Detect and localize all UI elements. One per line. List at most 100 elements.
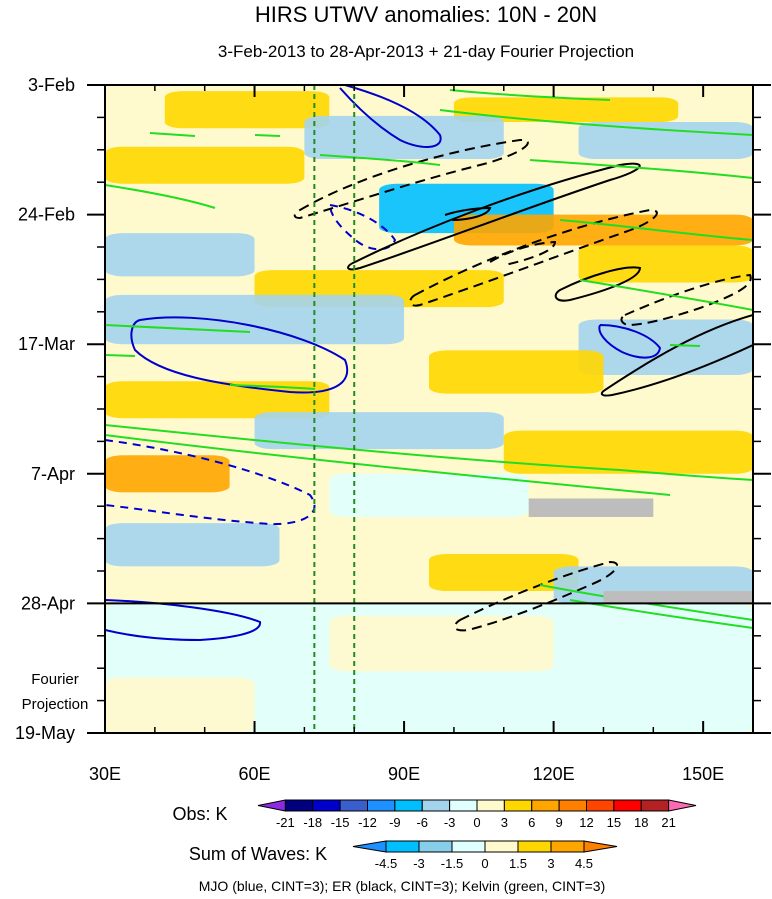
x-tick-label: 60E <box>239 764 271 784</box>
colorbar-tick-label: 3 <box>501 815 508 830</box>
y-axis: 3-Feb 24-Feb 17-Mar 7-Apr 28-Apr 19-May <box>15 75 771 743</box>
waves-colorbar-labels: -4.5 -3 -1.5 0 1.5 3 4.5 <box>375 856 593 871</box>
anomaly-band <box>105 294 405 345</box>
anomaly-band <box>105 677 255 733</box>
kelvin-contour <box>559 219 753 241</box>
y-tick-label: 19-May <box>15 723 75 743</box>
kelvin-contour <box>105 354 136 357</box>
colorbar-swatch <box>484 840 519 853</box>
kelvin-contour <box>669 344 701 347</box>
colorbar-swatch <box>367 799 396 812</box>
kelvin-contour <box>105 434 671 496</box>
kelvin-contour <box>229 384 316 390</box>
colorbar-swatch <box>476 799 505 812</box>
kelvin-contour <box>105 324 251 333</box>
mjo-contour <box>105 599 261 642</box>
kelvin-contour <box>105 184 216 209</box>
colorbar-tick-label: 4.5 <box>575 856 593 871</box>
x-tick-label: 90E <box>388 764 420 784</box>
y-minor-ticks <box>97 116 761 702</box>
kelvin-contour <box>449 89 611 101</box>
y-tick-label: 17-Mar <box>18 334 75 354</box>
colorbar-swatch <box>583 840 618 853</box>
er-contour <box>600 313 753 397</box>
anomaly-band <box>453 97 679 123</box>
anomaly-band <box>578 319 753 376</box>
colorbar-tick-label: -1.5 <box>441 856 463 871</box>
anomaly-band <box>254 412 504 450</box>
reference-lines <box>313 85 356 733</box>
anomaly-band <box>105 233 255 277</box>
colorbar-tick-label: 0 <box>473 815 480 830</box>
kelvin-contour <box>539 584 753 621</box>
waves-colorbar-label: Sum of Waves: K <box>189 844 327 864</box>
colorbar-swatch <box>517 840 552 853</box>
colorbar-swatch <box>339 799 368 812</box>
colorbar-tick-label: 18 <box>634 815 648 830</box>
mjo-contour <box>130 316 348 394</box>
colorbar-tick-label: 21 <box>661 815 675 830</box>
anomaly-band <box>453 214 753 246</box>
colorbar-tick-label: -15 <box>331 815 350 830</box>
anomaly-field <box>105 85 753 733</box>
kelvin-contour <box>529 159 753 179</box>
x-axis: 30E 60E 90E 120E 150E <box>89 85 724 784</box>
colorbar-swatch <box>312 799 341 812</box>
x-tick-label: 120E <box>533 764 575 784</box>
x-tick-label: 30E <box>89 764 121 784</box>
colorbar-tick-label: -3 <box>413 856 425 871</box>
er-contour <box>554 266 642 302</box>
colorbar-swatch <box>640 799 670 812</box>
y-tick-label: 28-Apr <box>21 593 75 613</box>
anomaly-band <box>105 146 305 184</box>
x-minor-ticks <box>154 85 655 733</box>
projection-label-line1: Fourier <box>31 671 79 688</box>
er-contour <box>293 138 529 220</box>
anomaly-band <box>429 554 579 592</box>
anomaly-band <box>578 245 753 283</box>
waves-colorbar <box>352 840 618 853</box>
anomaly-band <box>304 115 504 160</box>
colorbar-swatch <box>418 840 453 853</box>
kelvin-contour <box>579 279 753 311</box>
colorbar-swatch <box>257 799 286 812</box>
colorbar-tick-label: 15 <box>607 815 621 830</box>
mjo-contour <box>105 439 316 526</box>
er-contour <box>444 206 492 221</box>
colorbar-swatch <box>550 840 585 853</box>
missing-data-patch <box>603 591 753 604</box>
colorbar-tick-label: 9 <box>556 815 563 830</box>
colorbar-tick-label: -9 <box>389 815 401 830</box>
y-tick-label: 24-Feb <box>18 205 75 225</box>
kelvin-contour <box>149 132 196 137</box>
anomaly-band <box>429 350 604 394</box>
obs-colorbar-label: Obs: K <box>172 804 227 824</box>
anomaly-band <box>503 430 753 474</box>
colorbar-tick-label: -4.5 <box>375 856 397 871</box>
anomaly-band <box>164 91 330 129</box>
legend-text: MJO (blue, CINT=3); ER (black, CINT=3); … <box>199 878 606 894</box>
kelvin-contour <box>254 134 281 137</box>
colorbar-swatch <box>284 799 314 812</box>
colorbar-swatch <box>531 799 560 812</box>
kelvin-contour <box>319 154 441 166</box>
colorbar-swatch <box>668 799 697 812</box>
missing-data-patch <box>528 498 654 517</box>
anomaly-band <box>329 615 554 672</box>
colorbar-swatch <box>394 799 423 812</box>
colorbar-tick-label: 12 <box>579 815 593 830</box>
mjo-contour <box>598 324 662 359</box>
plot-area <box>105 85 753 733</box>
anomaly-band <box>329 473 529 517</box>
er-contour <box>620 273 752 327</box>
colorbar-tick-label: 6 <box>528 815 535 830</box>
colorbar-swatch <box>385 840 420 853</box>
mjo-contour <box>339 85 442 148</box>
colorbar-tick-label: -21 <box>276 815 295 830</box>
er-contour <box>489 240 557 266</box>
er-contour <box>453 560 618 632</box>
kelvin-contours <box>105 89 753 629</box>
colorbar-swatch <box>421 799 451 812</box>
colorbar-swatch <box>613 799 642 812</box>
